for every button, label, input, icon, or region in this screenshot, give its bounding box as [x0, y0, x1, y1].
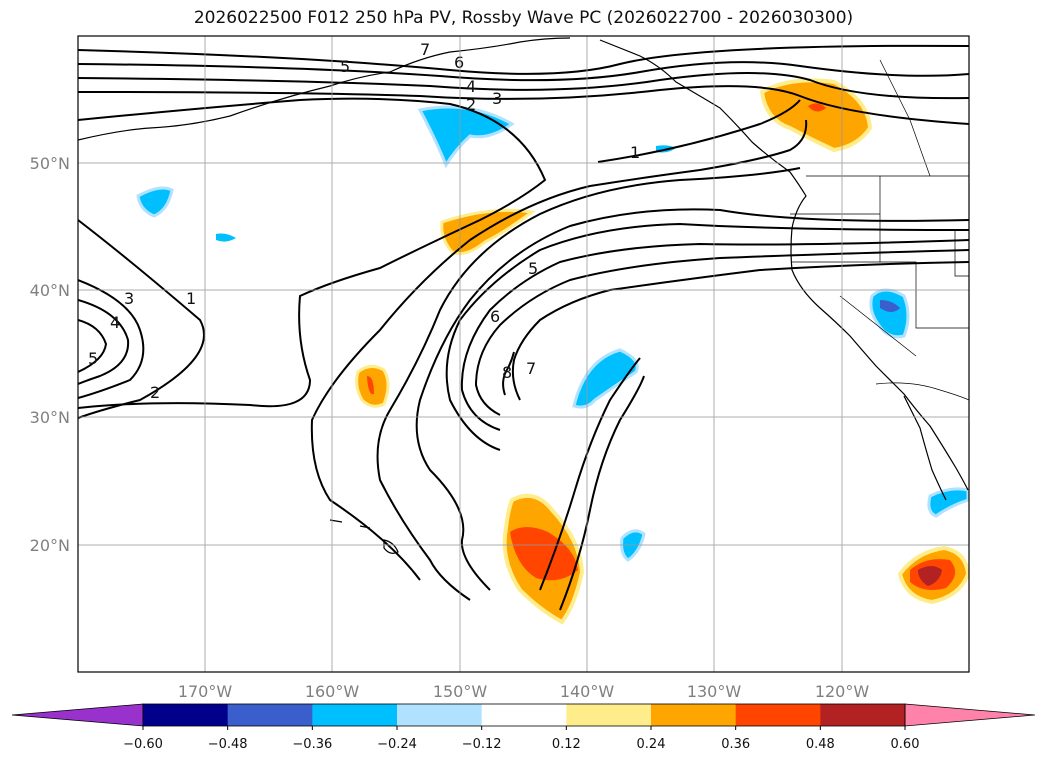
- contour-label-4b: 4: [110, 313, 120, 332]
- contour-label-2: 2: [466, 95, 476, 114]
- lat-label-40n: 40°N: [30, 281, 70, 300]
- colorbar-extend-low: [11, 703, 144, 727]
- contour-label-7c: 7: [526, 359, 536, 378]
- lon-label-170w: 170°W: [178, 682, 233, 701]
- colorbar-tick-label: 0.12: [552, 737, 581, 752]
- lon-label-140w: 140°W: [560, 682, 615, 701]
- colorbar-segment: [820, 704, 906, 726]
- political-borders: [790, 59, 969, 401]
- contour-label-5b: 5: [88, 349, 98, 368]
- latitude-labels: 50°N 40°N 30°N 20°N: [30, 154, 70, 555]
- colorbar-extend-high: [904, 703, 1036, 727]
- lon-label-120w: 120°W: [815, 682, 870, 701]
- shading-layer: [136, 78, 969, 625]
- contour-label-5: 5: [340, 57, 350, 76]
- contour-label-7: 7: [420, 40, 430, 59]
- colorbar-segment: [735, 704, 821, 726]
- lon-label-150w: 150°W: [433, 682, 488, 701]
- colorbar-tick-label: −0.36: [292, 737, 332, 752]
- contour-label-3b: 3: [124, 289, 134, 308]
- contour-label-3: 3: [492, 89, 502, 108]
- map-title: 2026022500 F012 250 hPa PV, Rossby Wave …: [193, 8, 854, 28]
- colorbar-tick-label: 0.24: [637, 737, 666, 752]
- pos-anomaly-mid-core: [367, 376, 374, 395]
- colorbar-segment: [143, 704, 229, 726]
- lat-label-20n: 20°N: [30, 536, 70, 555]
- contour-label-1b: 1: [186, 289, 196, 308]
- gridlines: [78, 36, 969, 672]
- neg-anomaly-small: [216, 233, 236, 242]
- colorbar-tick-label: −0.60: [123, 737, 163, 752]
- lon-label-160w: 160°W: [305, 682, 360, 701]
- contour-label-2b: 2: [150, 383, 160, 402]
- pos-anomaly-gulf-coast-core: [808, 103, 826, 112]
- colorbar-segment: [566, 704, 652, 726]
- pv-contours: [78, 44, 969, 611]
- colorbar-segment: [227, 704, 313, 726]
- colorbar-tick-label: 0.48: [806, 737, 835, 752]
- contour-label-5c: 5: [528, 259, 538, 278]
- colorbar-frame: [142, 703, 906, 727]
- lon-label-130w: 130°W: [687, 682, 742, 701]
- longitude-labels: 170°W 160°W 150°W 140°W 130°W 120°W: [178, 682, 870, 701]
- pos-anomaly-hawaii-core: [510, 527, 578, 581]
- neg-anomaly-mexico: [927, 487, 969, 518]
- colorbar-tick-label: −0.48: [208, 737, 248, 752]
- contour-label-8: 8: [502, 363, 512, 382]
- colorbar-tick-label: −0.12: [462, 737, 502, 752]
- contour-label-6c: 6: [490, 307, 500, 326]
- lat-label-50n: 50°N: [30, 154, 70, 173]
- pos-anomaly-tropics-core: [918, 566, 942, 586]
- pos-anomaly-gulf-coast: [759, 78, 873, 153]
- neg-anomaly-california-core: [880, 300, 900, 312]
- contour-labels: 7 6 5 4 2 3 1 1 3 4 5 2 5 6 8 7: [88, 40, 640, 402]
- colorbar: −0.60 −0.48 −0.36 −0.24 −0.12 0.12 0.24 0.36 0.4…: [11, 703, 1036, 752]
- colorbar-segment: [651, 704, 737, 726]
- neg-anomaly-west-pacific: [136, 186, 174, 218]
- contour-label-1: 1: [630, 143, 640, 162]
- neg-anomaly-east-pacific: [572, 348, 639, 409]
- neg-anomaly-california: [869, 288, 910, 339]
- colorbar-tick-label: 0.36: [721, 737, 750, 752]
- colorbar-tick-label: 0.60: [891, 737, 920, 752]
- contour-label-6: 6: [454, 53, 464, 72]
- lat-label-30n: 30°N: [30, 408, 70, 427]
- colorbar-tick-label: −0.24: [377, 737, 417, 752]
- colorbar-segment: [397, 704, 483, 726]
- neg-anomaly-gulf-alaska: [417, 105, 515, 169]
- contour-label-4: 4: [466, 77, 476, 96]
- map-frame: [77, 35, 970, 673]
- colorbar-segment: [312, 704, 398, 726]
- colorbar-segment: [481, 704, 567, 726]
